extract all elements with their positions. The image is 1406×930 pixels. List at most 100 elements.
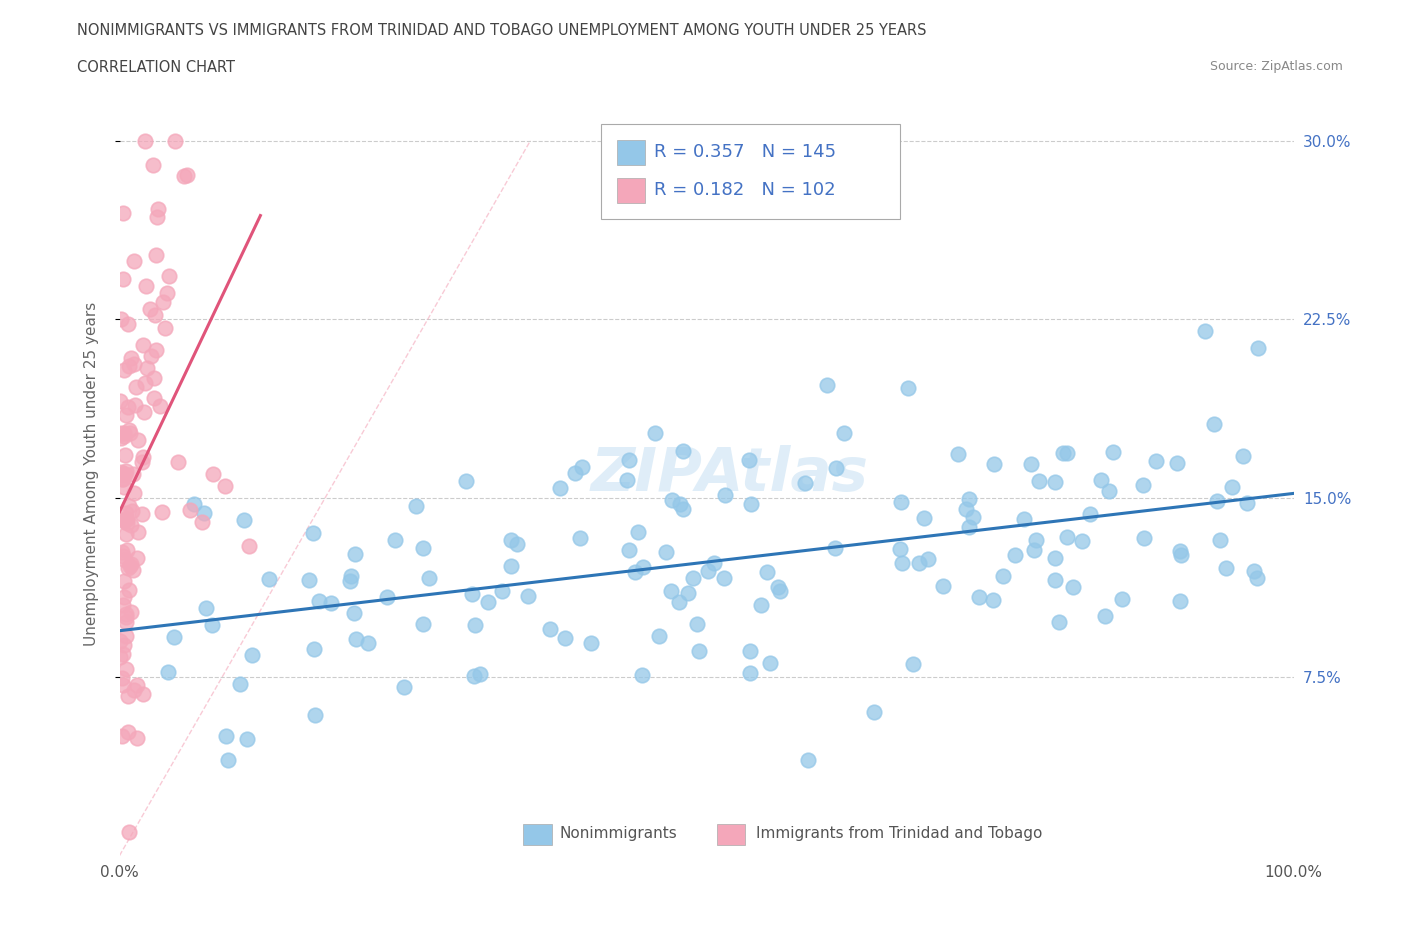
Point xyxy=(115,661,138,676)
Point xyxy=(624,565,647,580)
Y-axis label: Unemployment Among Youth under 25 years: Unemployment Among Youth under 25 years xyxy=(84,302,98,646)
Point xyxy=(339,574,361,589)
Point xyxy=(120,351,142,365)
Point xyxy=(118,359,141,374)
Point xyxy=(1111,591,1133,606)
Point xyxy=(115,542,138,557)
Point xyxy=(343,605,366,620)
Point xyxy=(796,753,818,768)
Point xyxy=(135,279,157,294)
Point xyxy=(143,391,166,405)
Point xyxy=(661,492,683,507)
Point xyxy=(139,301,162,316)
Point xyxy=(134,133,156,148)
Point xyxy=(794,475,817,490)
Point xyxy=(1215,561,1237,576)
Point xyxy=(122,467,145,482)
Point xyxy=(1028,473,1050,488)
Point xyxy=(932,578,955,593)
Point xyxy=(117,688,139,703)
Point xyxy=(554,631,576,645)
Point xyxy=(768,584,790,599)
Point xyxy=(571,459,593,474)
Point xyxy=(195,601,218,616)
Point xyxy=(117,400,139,415)
Point xyxy=(115,512,138,526)
Point xyxy=(703,555,725,570)
Point xyxy=(470,667,492,682)
Point xyxy=(112,589,135,604)
Point xyxy=(110,312,132,326)
Text: R = 0.357   N = 145: R = 0.357 N = 145 xyxy=(654,142,835,161)
Point xyxy=(190,514,212,529)
Point xyxy=(308,593,330,608)
Text: NONIMMIGRANTS VS IMMIGRANTS FROM TRINIDAD AND TOBAGO UNEMPLOYMENT AMONG YOUTH UN: NONIMMIGRANTS VS IMMIGRANTS FROM TRINIDA… xyxy=(77,23,927,38)
Point xyxy=(179,502,201,517)
Point xyxy=(143,371,166,386)
Point xyxy=(375,590,398,604)
Point xyxy=(121,563,143,578)
Point xyxy=(1170,593,1192,608)
Point xyxy=(1232,448,1254,463)
Point xyxy=(111,728,134,743)
Point xyxy=(1144,454,1167,469)
Point xyxy=(412,617,434,631)
Point xyxy=(463,669,485,684)
Point xyxy=(517,589,540,604)
Point xyxy=(112,512,135,526)
Point xyxy=(616,473,638,488)
Point xyxy=(122,683,145,698)
Point xyxy=(834,426,856,441)
Point xyxy=(668,594,690,609)
Point xyxy=(1024,543,1046,558)
Point xyxy=(1098,484,1121,498)
Point xyxy=(499,532,522,547)
Point xyxy=(418,570,440,585)
Point xyxy=(131,507,153,522)
Point xyxy=(148,202,170,217)
Point xyxy=(122,356,145,371)
Point xyxy=(682,571,704,586)
Point xyxy=(412,540,434,555)
Point xyxy=(131,455,153,470)
Point xyxy=(863,705,886,720)
Point xyxy=(1170,547,1192,562)
Point xyxy=(131,450,153,465)
Point xyxy=(890,555,912,570)
Point xyxy=(672,501,695,516)
Point xyxy=(141,349,163,364)
Point xyxy=(824,540,846,555)
Point xyxy=(619,542,641,557)
Text: CORRELATION CHART: CORRELATION CHART xyxy=(77,60,235,75)
Point xyxy=(167,455,190,470)
Point xyxy=(118,583,141,598)
Point xyxy=(108,394,131,409)
Point xyxy=(538,621,561,636)
Point xyxy=(122,254,145,269)
Point xyxy=(619,453,641,468)
Point xyxy=(461,587,484,602)
Point xyxy=(112,426,135,441)
Point xyxy=(983,456,1005,471)
Point xyxy=(112,363,135,378)
Point xyxy=(112,646,135,661)
Point xyxy=(157,664,180,679)
Point xyxy=(132,338,155,352)
Point xyxy=(901,657,924,671)
Point xyxy=(491,584,513,599)
Point xyxy=(631,668,654,683)
Point xyxy=(405,498,427,513)
Point xyxy=(114,552,136,567)
Point xyxy=(110,465,132,480)
Point xyxy=(125,731,148,746)
Point xyxy=(644,425,666,440)
Point xyxy=(115,607,138,622)
Point xyxy=(143,307,166,322)
Point xyxy=(149,398,172,413)
Point xyxy=(124,398,146,413)
Text: R = 0.182   N = 102: R = 0.182 N = 102 xyxy=(654,180,835,199)
Point xyxy=(581,636,603,651)
Point xyxy=(669,497,692,512)
Point xyxy=(738,452,761,467)
Point xyxy=(132,686,155,701)
